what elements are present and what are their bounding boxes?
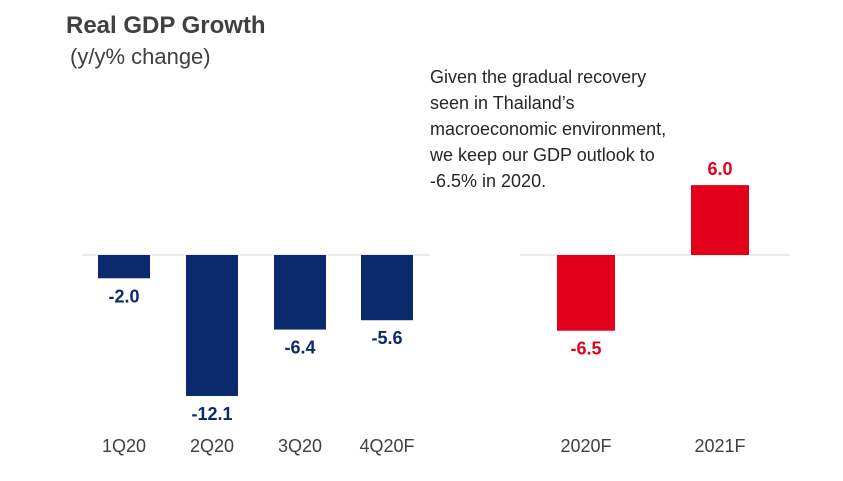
data-label: -6.4: [284, 338, 315, 358]
category-label: 2021F: [694, 436, 745, 456]
bar-1q20: [98, 255, 150, 279]
bar-2020f: [557, 255, 615, 331]
data-label: -2.0: [108, 286, 139, 306]
chart-subtitle: (y/y% change): [70, 44, 211, 69]
category-label: 3Q20: [278, 436, 322, 456]
data-label: -5.6: [371, 328, 402, 348]
data-label: 6.0: [707, 159, 732, 179]
category-label: 2020F: [560, 436, 611, 456]
category-label: 1Q20: [102, 436, 146, 456]
chart-title: Real GDP Growth: [66, 12, 266, 39]
category-label: 4Q20F: [359, 436, 414, 456]
data-label: -6.5: [570, 339, 601, 359]
bar-2021f: [691, 185, 749, 255]
data-label: -12.1: [191, 404, 232, 424]
bar-4q20f: [361, 255, 413, 321]
category-label: 2Q20: [190, 436, 234, 456]
annotation-text: Given the gradual recovery seen in Thail…: [430, 67, 667, 191]
bar-3q20: [274, 255, 326, 330]
bar-2q20: [186, 255, 238, 396]
